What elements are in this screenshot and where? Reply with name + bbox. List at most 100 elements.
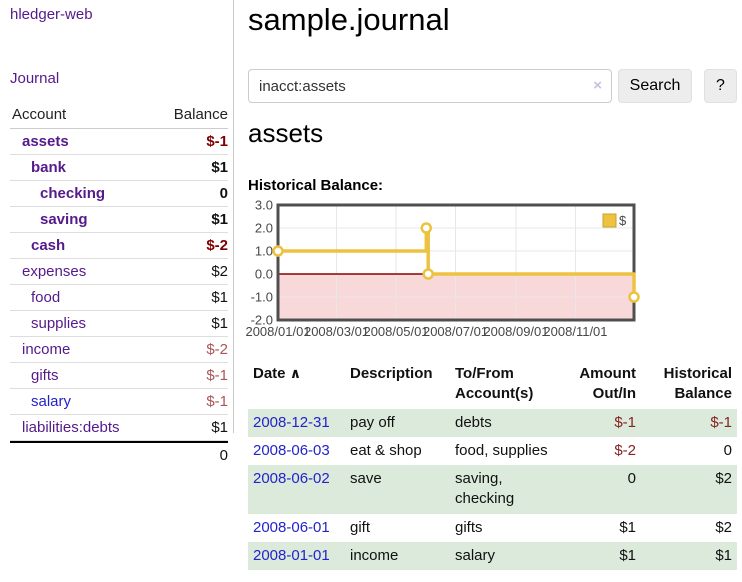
y-tick-label: -1.0 [251,290,273,305]
register-row: 2008-01-01 income salary $1 $1 [248,541,737,570]
sidebar-account-row: gifts $-1 [10,363,228,389]
balance-cell: $-1 [710,413,732,431]
balance-cell: $2 [715,470,732,487]
legend-label: $ [619,213,627,228]
help-button[interactable]: ? [704,69,737,103]
sort-ascending-icon: ∧ [289,365,302,381]
sidebar-account-row: saving $1 [10,207,228,233]
account-balance: $-1 [206,367,228,384]
sidebar-account-row: salary $-1 [10,389,228,415]
date-link[interactable]: 2008-06-01 [253,518,330,536]
account-balance: $-1 [206,393,228,410]
sidebar-account-row: expenses $2 [10,259,228,285]
register-row: 2008-06-02 save saving, checking 0 $2 [248,465,737,514]
register-table: Date ∧ Description To/From Account(s) Am… [248,360,737,570]
account-link[interactable]: expenses [22,263,87,280]
accounts-cell: salary [455,546,496,564]
chart-border [276,203,636,322]
account-link[interactable]: cash [31,237,66,254]
sidebar-account-table: Account Balance assets $-1 bank $1 check… [10,102,228,468]
balance-cell: $2 [715,518,732,536]
description-cell: save [350,470,382,487]
sidebar-item-journal[interactable]: Journal [10,70,60,87]
description-cell: eat & shop [350,441,422,459]
account-link[interactable]: bank [31,159,67,176]
y-tick-label: 1.0 [255,244,273,259]
data-point-marker [272,245,284,257]
search-bar: × Search ? [248,69,737,103]
sidebar-account-row: liabilities:debts $1 [10,415,228,441]
total-balance: 0 [219,447,228,464]
account-link[interactable]: checking [40,185,106,202]
balance-column-header: Historical Balance [663,365,732,403]
description-column-header: Description [350,365,433,382]
sidebar-divider [233,0,234,433]
app-title-link[interactable]: hledger-web [10,6,93,23]
balance-cell: 0 [723,441,732,459]
amount-cell: 0 [627,470,636,487]
amount-cell: $-2 [614,441,636,459]
x-tick-label: 2008/01/01 [245,324,310,339]
sidebar-account-row: income $-2 [10,337,228,363]
data-point-marker [628,291,640,303]
sidebar-account-row: checking 0 [10,181,228,207]
x-tick-label: 2008/03/01 [304,324,369,339]
amount-cell: $-1 [614,413,636,431]
chart-canvas: 3.0 2.0 1.0 0.0 -1.0 -2.02008/01/012008/03/01… [245,198,640,339]
account-balance: $-2 [206,237,228,254]
sidebar-account-row: cash $-2 [10,233,228,259]
x-tick-label: 2008/09/01 [483,324,548,339]
date-link[interactable]: 2008-12-31 [253,413,330,431]
register-row: 2008-06-01 gift gifts $1 $2 [248,514,737,542]
account-balance: $1 [211,211,228,228]
account-link[interactable]: liabilities:debts [22,419,120,436]
account-balance: $1 [211,315,228,332]
account-link[interactable]: supplies [31,315,87,332]
x-tick-label: 2008/07/01 [423,324,488,339]
clear-search-icon[interactable]: × [593,77,602,94]
search-input[interactable] [248,69,612,103]
date-column-header[interactable]: Date ∧ [253,365,302,382]
description-cell: pay off [350,413,395,431]
accounts-cell: saving, checking [455,470,515,508]
account-balance: $1 [211,289,228,306]
date-link[interactable]: 2008-06-03 [253,441,330,459]
register-row: 2008-12-31 pay off debts $-1 $-1 [248,408,737,437]
sidebar-account-row: supplies $1 [10,311,228,337]
balance-column-header: Balance [173,106,228,123]
account-balance: 0 [219,185,228,202]
date-link[interactable]: 2008-01-01 [253,546,330,564]
data-point-marker [420,222,433,234]
account-column-header: Account [12,106,67,123]
amount-column-header: Amount Out/In [579,365,636,403]
account-link[interactable]: assets [22,133,69,150]
accounts-cell: gifts [455,518,483,536]
amount-cell: $1 [619,518,636,536]
sidebar-account-row: assets $-1 [10,129,228,155]
search-input-wrap: × [248,69,612,103]
y-tick-label: 0.0 [255,267,273,282]
account-total-row: 0 [10,441,228,468]
historical-balance-label: Historical Balance: [248,177,384,194]
balance-chart: 3.0 2.0 1.0 0.0 -1.0 -2.0 2008/01/01 2008/03/01… [245,198,742,344]
register-header-row: Date ∧ Description To/From Account(s) Am… [248,360,737,409]
page-title: sample.journal [248,2,450,37]
sidebar-account-row: food $1 [10,285,228,311]
account-link[interactable]: income [22,341,71,358]
search-button[interactable]: Search [618,69,692,103]
accounts-cell: debts [455,413,492,431]
account-link[interactable]: food [31,289,61,306]
account-balance: $-1 [206,133,228,150]
account-link[interactable]: salary [31,393,72,410]
y-tick-label: 3.0 [255,198,273,213]
account-balance: $2 [211,263,228,280]
account-link[interactable]: saving [40,211,88,228]
account-link[interactable]: gifts [31,367,59,384]
date-link[interactable]: 2008-06-02 [253,470,330,487]
sidebar-account-row: bank $1 [10,155,228,181]
register-row: 2008-06-03 eat & shop food, supplies $-2… [248,437,737,465]
balance-cell: $1 [715,546,732,564]
accounts-column-header: To/From Account(s) [455,365,534,403]
description-cell: gift [350,518,371,536]
description-cell: income [350,546,399,564]
